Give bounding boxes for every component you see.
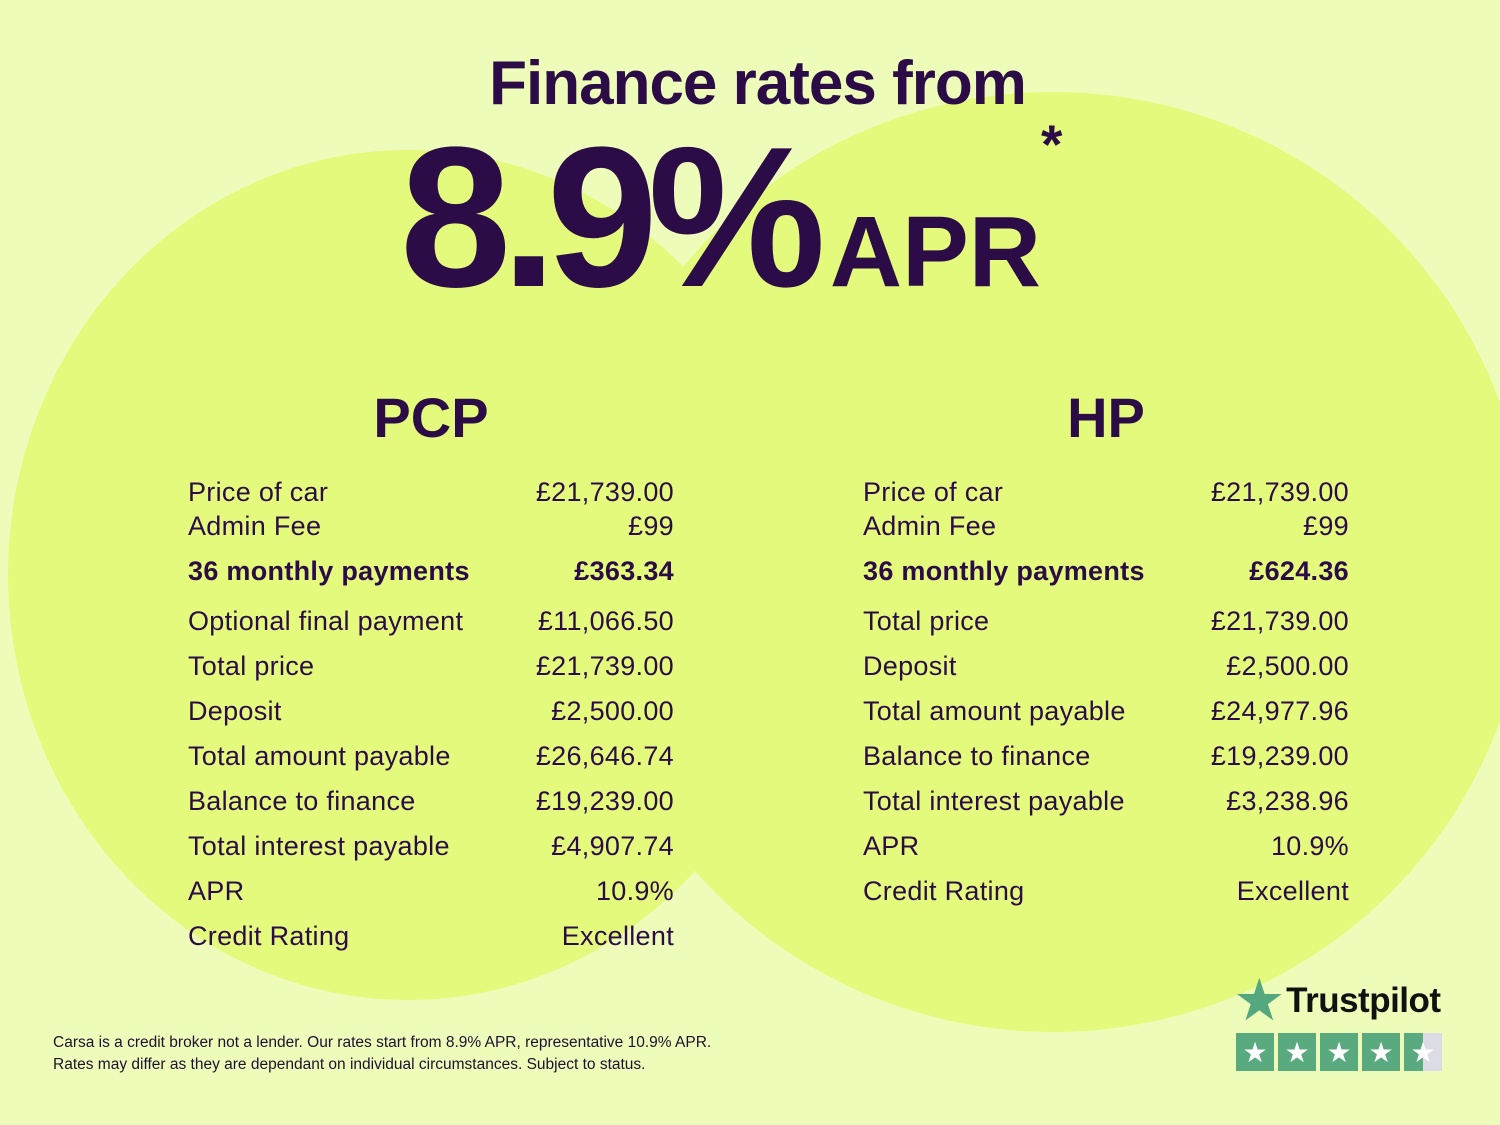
rating-star-icon: ★: [1404, 1033, 1442, 1071]
row-label: Total amount payable: [863, 696, 1126, 726]
row-value: £21,739.00: [1210, 606, 1349, 636]
row-label: Total amount payable: [188, 741, 451, 771]
row-label: Balance to finance: [188, 786, 416, 816]
row-value: £99: [628, 510, 674, 541]
row-value: £26,646.74: [535, 741, 674, 771]
table-row: Optional final payment £11,066.50: [188, 599, 674, 644]
row-label: Total interest payable: [188, 831, 450, 861]
table-row: Total amount payable £26,646.74: [188, 734, 674, 779]
rate-suffix: APR: [829, 196, 1041, 308]
row-label: APR: [863, 831, 920, 861]
row-value: £3,238.96: [1226, 786, 1349, 816]
table-row: Credit Rating Excellent: [863, 869, 1349, 914]
table-row: Total interest payable £4,907.74: [188, 824, 674, 869]
trustpilot-badge[interactable]: ★ Trustpilot ★ ★ ★ ★ ★: [1236, 975, 1442, 1071]
table-row: Admin Fee £99: [188, 509, 674, 543]
table-row: Deposit £2,500.00: [188, 689, 674, 734]
star-icon: ★: [1236, 972, 1283, 1030]
row-value: £363.34: [574, 555, 674, 586]
row-value: £24,977.96: [1210, 696, 1349, 726]
row-label: APR: [188, 876, 245, 906]
row-label: Deposit: [863, 651, 957, 681]
table-row: Balance to finance £19,239.00: [863, 734, 1349, 779]
row-label: Total interest payable: [863, 786, 1125, 816]
hp-table: HP Price of car £21,739.00 Admin Fee £99 36 …: [863, 385, 1349, 914]
table-row: APR 10.9%: [863, 824, 1349, 869]
row-value: 10.9%: [595, 876, 674, 906]
rate-display: 8.9% APR*: [400, 113, 1062, 318]
table-row: Deposit £2,500.00: [863, 644, 1349, 689]
row-value: £19,239.00: [1210, 741, 1349, 771]
row-label: Balance to finance: [863, 741, 1091, 771]
row-value: £2,500.00: [1226, 651, 1349, 681]
row-value: Excellent: [1236, 876, 1349, 906]
rating-star-icon: ★: [1236, 1033, 1274, 1071]
row-value: £21,739.00: [535, 651, 674, 681]
table-row: Total price £21,739.00: [863, 599, 1349, 644]
table-row: Total interest payable £3,238.96: [863, 779, 1349, 824]
row-value: £4,907.74: [551, 831, 674, 861]
table-row: Price of car £21,739.00: [863, 475, 1349, 509]
row-label: Total price: [863, 606, 990, 636]
table-row: Credit Rating Excellent: [188, 914, 674, 959]
row-label: Deposit: [188, 696, 282, 726]
row-label: Price of car: [863, 476, 1004, 507]
row-label: Admin Fee: [188, 510, 322, 541]
trustpilot-logo: ★ Trustpilot: [1236, 975, 1442, 1027]
trustpilot-rating: ★ ★ ★ ★ ★: [1236, 1033, 1442, 1071]
row-label: 36 monthly payments: [188, 555, 470, 586]
hp-rows: Price of car £21,739.00 Admin Fee £99 36 mon…: [863, 475, 1349, 914]
rating-star-icon: ★: [1278, 1033, 1316, 1071]
row-value: £99: [1303, 510, 1349, 541]
row-value: Excellent: [561, 921, 674, 951]
trustpilot-name: Trustpilot: [1286, 981, 1441, 1020]
headline: Finance rates from: [489, 49, 1027, 118]
row-label: 36 monthly payments: [863, 555, 1145, 586]
pcp-rows: Price of car £21,739.00 Admin Fee £99 36 mon…: [188, 475, 674, 959]
decorative-circle-right: [578, 92, 1500, 1032]
table-row: APR 10.9%: [188, 869, 674, 914]
table-row: Balance to finance £19,239.00: [188, 779, 674, 824]
disclaimer: Carsa is a credit broker not a lender. O…: [53, 1032, 711, 1076]
row-value: 10.9%: [1270, 831, 1349, 861]
table-row: 36 monthly payments £624.36: [863, 543, 1349, 599]
rating-star-icon: ★: [1362, 1033, 1400, 1071]
row-label: Price of car: [188, 476, 329, 507]
table-row: Total amount payable £24,977.96: [863, 689, 1349, 734]
row-value: £624.36: [1249, 555, 1349, 586]
table-row: Total price £21,739.00: [188, 644, 674, 689]
rate-asterisk: *: [1041, 113, 1063, 175]
rating-star-icon: ★: [1320, 1033, 1358, 1071]
row-value: £11,066.50: [537, 606, 674, 636]
row-label: Total price: [188, 651, 315, 681]
table-row: 36 monthly payments £363.34: [188, 543, 674, 599]
pcp-table: PCP Price of car £21,739.00 Admin Fee £99 36…: [188, 385, 674, 959]
row-label: Credit Rating: [188, 921, 350, 951]
rate-value: 8.9%: [400, 106, 826, 329]
row-label: Optional final payment: [188, 606, 464, 636]
table-row: Admin Fee £99: [863, 509, 1349, 543]
disclaimer-line: Carsa is a credit broker not a lender. O…: [53, 1034, 712, 1051]
table-row: Price of car £21,739.00: [188, 475, 674, 509]
row-value: £19,239.00: [535, 786, 674, 816]
disclaimer-line: Rates may differ as they are dependant o…: [53, 1056, 646, 1073]
row-value: £21,739.00: [1210, 476, 1349, 507]
row-label: Credit Rating: [863, 876, 1025, 906]
hp-title: HP: [1067, 386, 1145, 449]
row-value: £2,500.00: [551, 696, 674, 726]
pcp-title: PCP: [373, 386, 489, 449]
row-value: £21,739.00: [535, 476, 674, 507]
row-label: Admin Fee: [863, 510, 997, 541]
